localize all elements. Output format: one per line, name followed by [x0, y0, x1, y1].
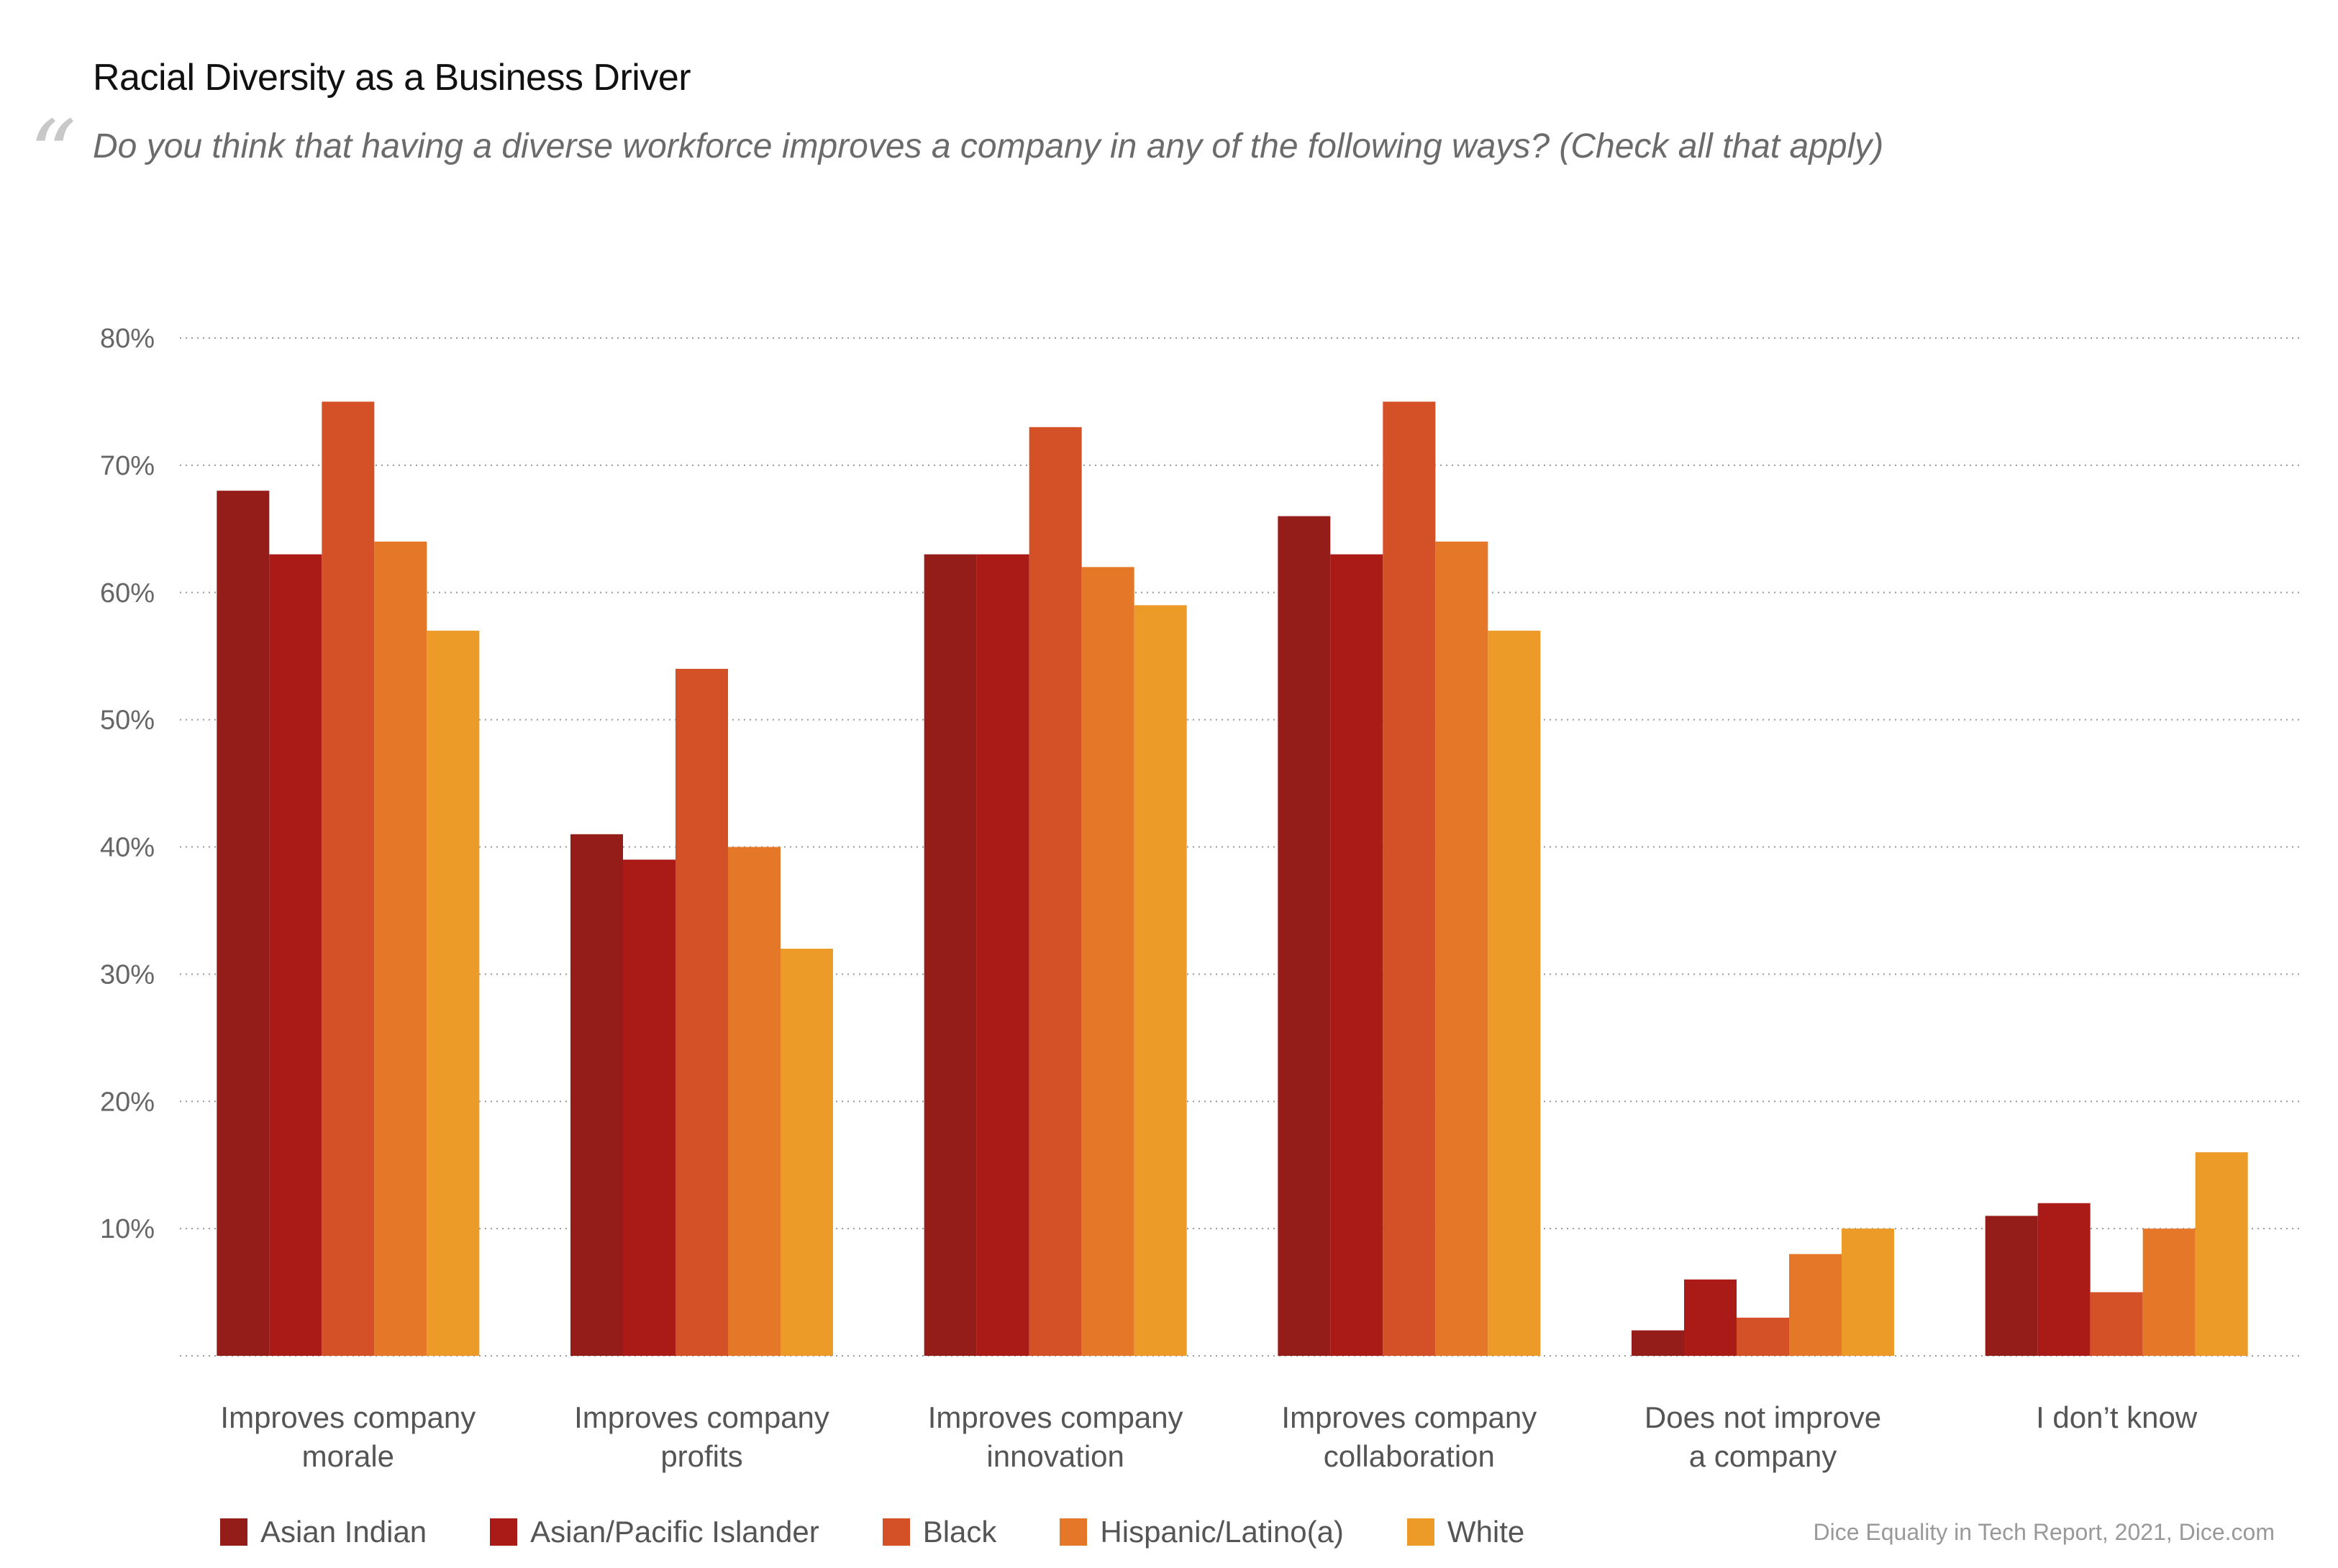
bar-white-3 — [1488, 630, 1541, 1356]
bar-white-1 — [781, 949, 833, 1356]
bar-asian-pacific-islander-4 — [1684, 1279, 1737, 1356]
bar-white-5 — [2195, 1152, 2248, 1356]
y-tick-label: 40% — [100, 833, 155, 863]
bar-hispanic-latino-a--2 — [1081, 567, 1134, 1356]
bar-asian-indian-5 — [1985, 1216, 2038, 1356]
bar-black-5 — [2090, 1292, 2143, 1356]
quote-mark-icon: “ — [29, 100, 77, 209]
bar-hispanic-latino-a--3 — [1435, 542, 1488, 1356]
y-tick-label: 10% — [100, 1214, 155, 1244]
bar-black-0 — [322, 401, 375, 1356]
source-credit: Dice Equality in Tech Report, 2021, Dice… — [1813, 1519, 2275, 1545]
legend-label: Asian Indian — [260, 1515, 427, 1549]
bar-asian-pacific-islander-5 — [2037, 1203, 2091, 1356]
bar-asian-indian-4 — [1632, 1330, 1684, 1356]
legend-item: Black — [882, 1515, 997, 1549]
legend-swatch — [1406, 1518, 1434, 1546]
x-category-label: Improves company innovation — [928, 1400, 1183, 1473]
x-category-label: Improves company collaboration — [1281, 1400, 1537, 1473]
bar-asian-pacific-islander-2 — [976, 554, 1029, 1356]
gridlines — [180, 337, 2302, 1357]
bar-hispanic-latino-a--1 — [728, 847, 781, 1356]
chart-title: Racial Diversity as a Business Driver — [93, 57, 691, 99]
bar-hispanic-latino-a--4 — [1789, 1254, 1842, 1356]
legend-swatch — [882, 1518, 910, 1546]
y-tick-label: 20% — [100, 1087, 155, 1117]
bar-black-1 — [676, 668, 728, 1356]
y-tick-label: 80% — [100, 324, 155, 354]
legend-swatch — [1060, 1518, 1088, 1546]
legend: Asian Indian Asian/Pacific Islander Black H… — [220, 1510, 1588, 1554]
legend-item: Asian/Pacific Islander — [490, 1515, 819, 1549]
y-axis-ticks: 10% 20% 30% 40% 50% 60% 70% 80% — [100, 324, 155, 1244]
bar-black-3 — [1383, 401, 1436, 1356]
bar-asian-pacific-islander-3 — [1330, 554, 1383, 1356]
legend-swatch — [490, 1518, 518, 1546]
legend-label: White — [1447, 1515, 1525, 1549]
bar-black-2 — [1029, 427, 1082, 1356]
legend-item: Asian Indian — [220, 1515, 427, 1549]
bar-black-4 — [1737, 1317, 1789, 1356]
bar-asian-indian-3 — [1278, 516, 1331, 1356]
x-category-label: I don’t know — [2036, 1400, 2198, 1434]
legend-item: White — [1406, 1515, 1525, 1549]
bar-white-0 — [427, 630, 480, 1356]
x-axis-labels: Improves company morale Improves company pr… — [220, 1400, 2197, 1473]
legend-swatch — [220, 1518, 247, 1546]
bar-hispanic-latino-a--0 — [374, 542, 427, 1356]
bar-asian-indian-1 — [570, 834, 623, 1356]
legend-label: Black — [922, 1515, 997, 1549]
legend-label: Asian/Pacific Islander — [530, 1515, 819, 1549]
legend-item: Hispanic/Latino(a) — [1060, 1515, 1344, 1549]
y-tick-label: 30% — [100, 960, 155, 990]
y-tick-label: 50% — [100, 706, 155, 736]
bar-asian-indian-2 — [924, 554, 977, 1356]
y-tick-label: 70% — [100, 451, 155, 481]
bar-hispanic-latino-a--5 — [2142, 1229, 2196, 1356]
x-category-label: Does not improve a company — [1645, 1400, 1881, 1473]
bar-asian-pacific-islander-0 — [269, 554, 322, 1356]
bar-asian-indian-0 — [217, 491, 270, 1356]
chart-subtitle: Do you think that having a diverse workf… — [93, 127, 1884, 165]
x-category-label: Improves company morale — [220, 1400, 476, 1473]
x-category-label: Improves company profits — [574, 1400, 829, 1473]
legend-label: Hispanic/Latino(a) — [1100, 1515, 1344, 1549]
bar-white-4 — [1842, 1229, 1894, 1356]
bars — [217, 401, 2248, 1356]
y-tick-label: 60% — [100, 578, 155, 608]
bar-white-2 — [1134, 605, 1187, 1356]
bar-asian-pacific-islander-1 — [623, 860, 676, 1356]
